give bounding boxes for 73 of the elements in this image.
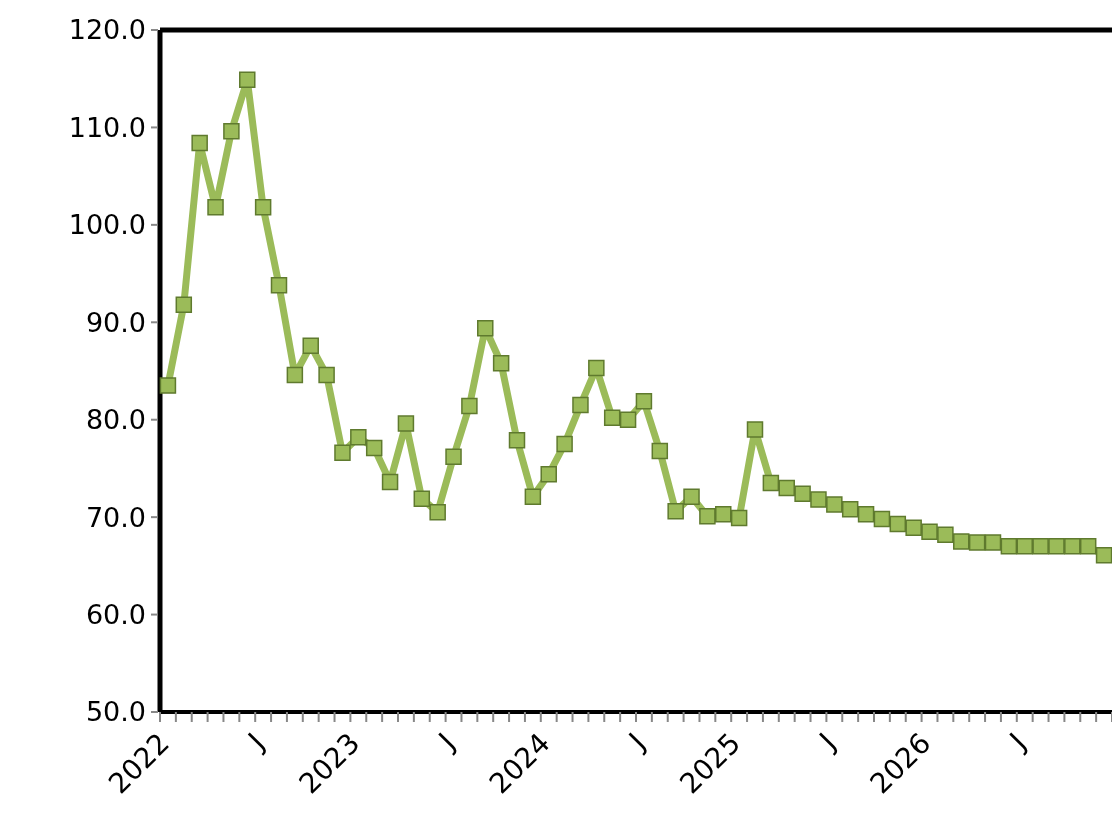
point xyxy=(937,526,954,543)
y-tick-label: 70.0 xyxy=(85,501,146,533)
point xyxy=(365,439,383,457)
point xyxy=(746,421,764,438)
point xyxy=(286,366,304,384)
point xyxy=(921,523,938,541)
point xyxy=(699,507,716,525)
point xyxy=(651,442,669,460)
point xyxy=(413,490,431,507)
point xyxy=(619,411,637,428)
point xyxy=(1016,538,1033,555)
point xyxy=(397,415,415,432)
y-tick-label: 60.0 xyxy=(85,599,146,631)
point xyxy=(270,277,288,294)
point xyxy=(778,479,795,497)
point xyxy=(302,337,319,354)
point xyxy=(635,392,653,410)
point xyxy=(1048,538,1065,555)
point xyxy=(794,485,811,503)
point xyxy=(984,534,1002,551)
point xyxy=(715,505,732,523)
y-tick-label: 80.0 xyxy=(85,404,146,436)
point xyxy=(159,377,177,394)
point xyxy=(524,488,542,505)
point xyxy=(953,533,970,550)
point xyxy=(1064,538,1081,555)
x-tick-label: J xyxy=(621,726,652,758)
point xyxy=(841,501,859,518)
y-tick-label: 50.0 xyxy=(85,696,146,728)
point xyxy=(175,296,193,313)
point xyxy=(1032,538,1049,555)
x-tick-label: J xyxy=(240,726,272,758)
point xyxy=(223,123,240,140)
point xyxy=(762,474,780,492)
point xyxy=(477,319,494,337)
point xyxy=(873,510,891,528)
x-tick-label: J xyxy=(811,726,843,758)
y-tick-label: 120.0 xyxy=(68,14,146,46)
x-tick-label: J xyxy=(1002,726,1033,758)
point xyxy=(191,134,208,152)
point xyxy=(318,366,335,384)
point xyxy=(461,397,478,415)
point xyxy=(588,359,605,377)
point xyxy=(239,71,256,88)
point xyxy=(381,473,399,491)
point xyxy=(508,431,526,449)
point xyxy=(207,199,224,216)
point xyxy=(492,354,510,372)
point xyxy=(350,429,367,446)
point xyxy=(1079,538,1097,555)
point xyxy=(683,488,700,505)
point xyxy=(667,503,684,520)
point xyxy=(889,515,907,533)
point xyxy=(1000,538,1018,555)
point xyxy=(968,534,986,551)
point xyxy=(429,504,446,521)
point xyxy=(905,519,922,537)
point xyxy=(254,199,272,216)
point xyxy=(810,491,827,508)
y-tick-label: 100.0 xyxy=(68,209,146,241)
point xyxy=(540,466,557,483)
y-tick-label: 90.0 xyxy=(85,306,146,338)
point xyxy=(556,435,573,453)
point xyxy=(857,505,875,523)
point xyxy=(572,396,589,414)
point xyxy=(334,444,351,462)
y-tick-label: 110.0 xyxy=(68,111,146,143)
point xyxy=(1095,546,1112,564)
point xyxy=(730,509,748,527)
point xyxy=(603,409,621,427)
point xyxy=(826,496,843,513)
point xyxy=(445,448,462,465)
x-tick-label: J xyxy=(430,726,462,758)
